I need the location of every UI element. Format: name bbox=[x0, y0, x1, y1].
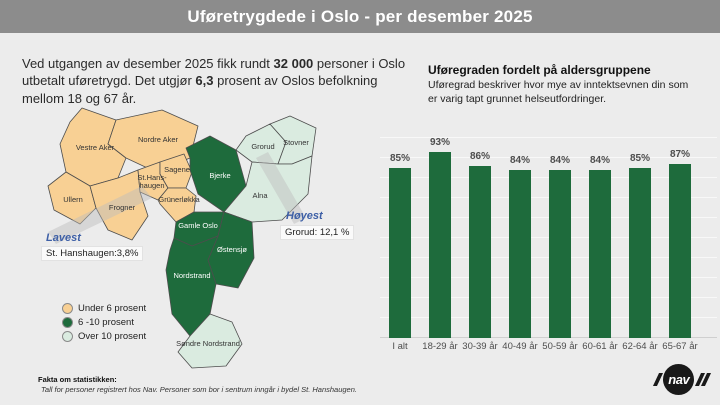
header-bar: Uføretrygdede i Oslo - per desember 2025 bbox=[0, 0, 720, 33]
gridline-100 bbox=[380, 137, 717, 138]
gridline-90 bbox=[380, 157, 717, 158]
district-label-st-hanshaugen: St.Hans-haugen bbox=[137, 173, 167, 190]
legend-item-under6: Under 6 prosent bbox=[62, 303, 146, 314]
district-alna bbox=[223, 155, 313, 223]
highest-callout-arrow bbox=[256, 152, 306, 224]
intro-part1: Ved utgangen av desember 2025 fikk rundt bbox=[22, 56, 274, 71]
gridline-80 bbox=[380, 177, 717, 178]
district-label-gamle-oslo: Gamle Oslo bbox=[178, 221, 218, 230]
district-label-sagene: Sagene bbox=[164, 165, 190, 174]
district-sondre-nordstrand bbox=[177, 313, 243, 369]
gridline-50 bbox=[380, 237, 717, 238]
bar-65-67 år bbox=[669, 164, 691, 338]
district-label-sondre-nordstrand: Søndre Nordstrand bbox=[176, 339, 240, 348]
age-group-bar-chart: 85% 93% 86% 84% 84% 84% 85% 87% I alt 18-29 år 30… bbox=[380, 132, 717, 360]
intro-text: Ved utgangen av desember 2025 fikk rundt… bbox=[22, 55, 420, 107]
bar-50-59 år bbox=[549, 170, 571, 338]
district-label-ullern: Ullern bbox=[63, 195, 83, 204]
map-legend: Under 6 prosent 6 -10 prosent Over 10 pros… bbox=[62, 303, 146, 345]
bar-40-49 år bbox=[509, 170, 531, 338]
intro-percent: 6,3 bbox=[195, 73, 214, 89]
district-label-bjerke: Bjerke bbox=[209, 171, 230, 180]
district-label-nordstrand: Nordstrand bbox=[173, 271, 210, 280]
bar-60-61 år bbox=[589, 170, 611, 338]
oslo-district-map: Vestre Aker Nordre Aker Ullern Frogner St.Ha… bbox=[40, 100, 340, 385]
x-axis-label: 40-49 år bbox=[502, 341, 538, 352]
nav-logo-circle: nav bbox=[663, 363, 695, 395]
gridline-0 bbox=[380, 337, 717, 338]
lowest-callout-value: St. Hanshaugen:3,8% bbox=[42, 247, 143, 260]
page-title: Uføretrygdede i Oslo - per desember 2025 bbox=[187, 6, 533, 26]
gridline-10 bbox=[380, 317, 717, 318]
legend-item-over10: Over 10 prosent bbox=[62, 331, 146, 342]
district-label-grorud: Grorud bbox=[251, 142, 274, 151]
bar-value-label: 86% bbox=[469, 151, 490, 162]
footnote-text: Tall for personer registrert hos Nav. Pe… bbox=[41, 385, 357, 394]
lowest-callout-arrow bbox=[48, 186, 152, 244]
bar-value-label: 84% bbox=[589, 155, 610, 166]
district-label-grunerlokka: Grünerløkka bbox=[158, 195, 200, 204]
intro-part2: personer i Oslo utbetalt uføretrygd. Det… bbox=[22, 56, 406, 89]
bar-value-label: 87% bbox=[669, 149, 690, 160]
footnote: Fakta om statistikken: Tall for personer… bbox=[38, 375, 368, 394]
district-label-ostensjo: Østensjø bbox=[217, 245, 247, 254]
gridline-60 bbox=[380, 217, 717, 218]
x-axis-label: 65-67 år bbox=[662, 341, 698, 352]
x-axis-label: 30-39 år bbox=[462, 341, 498, 352]
highest-callout-value: Grorud: 12,1 % bbox=[281, 226, 354, 239]
legend-label: 6 -10 prosent bbox=[78, 317, 134, 328]
gridline-70 bbox=[380, 197, 717, 198]
x-axis-label: I alt bbox=[392, 341, 408, 352]
gridline-40 bbox=[380, 257, 717, 258]
bar-62-64 år bbox=[629, 168, 651, 338]
lowest-callout-label: Lavest bbox=[46, 232, 81, 244]
bar-chart-x-axis: I alt 18-29 år 30-39 år 40-49 år 50-59 år 60-… bbox=[380, 341, 717, 359]
district-label-stovner: Stovner bbox=[283, 138, 309, 147]
nav-logo-text: nav bbox=[668, 371, 690, 387]
chart-title: Uføregraden fordelt på aldersgruppene bbox=[428, 63, 651, 77]
gridline-20 bbox=[380, 297, 717, 298]
chart-subtitle: Uføregrad beskriver hvor mye av inntekts… bbox=[428, 79, 689, 105]
highest-callout-label: Høyest bbox=[286, 210, 323, 222]
bar-18-29 år bbox=[429, 152, 451, 338]
gridline-30 bbox=[380, 277, 717, 278]
footnote-heading: Fakta om statistikken: bbox=[38, 375, 117, 384]
district-label-vestre-aker: Vestre Aker bbox=[76, 143, 115, 152]
legend-label: Over 10 prosent bbox=[78, 331, 147, 342]
x-axis-label: 18-29 år bbox=[422, 341, 458, 352]
bar-value-label: 85% bbox=[629, 153, 650, 164]
bar-value-label: 93% bbox=[429, 137, 450, 148]
bar-value-label: 85% bbox=[389, 153, 410, 164]
bar-value-label: 84% bbox=[509, 155, 530, 166]
legend-swatch-under6 bbox=[62, 303, 73, 314]
intro-total-count: 32 000 bbox=[273, 56, 314, 71]
district-label-frogner: Frogner bbox=[109, 203, 136, 212]
intro-part3: prosent av Oslos befolkning mellom 18 og… bbox=[22, 73, 378, 106]
district-label-nordre-aker: Nordre Aker bbox=[138, 135, 179, 144]
x-axis-label: 50-59 år bbox=[542, 341, 578, 352]
map-svg: Vestre Aker Nordre Aker Ullern Frogner St.Ha… bbox=[47, 107, 317, 369]
x-axis-label: 62-64 år bbox=[622, 341, 658, 352]
x-axis-label: 60-61 år bbox=[582, 341, 618, 352]
legend-swatch-mid bbox=[62, 317, 73, 328]
nav-logo-slash-left bbox=[653, 372, 663, 386]
bar-value-label: 84% bbox=[549, 155, 570, 166]
bar-I alt bbox=[389, 168, 411, 338]
bar-30-39 år bbox=[469, 166, 491, 338]
legend-swatch-over10 bbox=[62, 331, 73, 342]
legend-label: Under 6 prosent bbox=[78, 303, 147, 314]
district-label-alna: Alna bbox=[252, 191, 268, 200]
bar-chart-plot: 85% 93% 86% 84% 84% 84% 85% 87% bbox=[380, 132, 717, 338]
nav-logo: nav bbox=[650, 358, 714, 400]
legend-item-mid: 6 -10 prosent bbox=[62, 317, 146, 328]
